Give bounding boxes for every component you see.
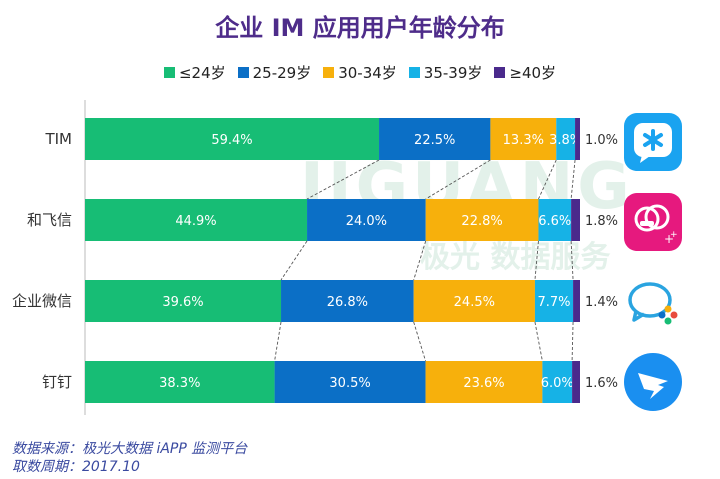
data-label: 44.9% [175,214,216,229]
connector-line [413,240,427,281]
bar-segment [542,361,573,403]
category-label: TIM [44,130,72,148]
legend-swatch [323,67,335,78]
bar-segment [538,199,572,241]
bar-segment [281,280,414,322]
legend-label: ≥40岁 [509,64,557,82]
legend-label: 35-39岁 [423,64,483,82]
bar-segment [85,361,275,403]
data-label: 24.0% [346,214,387,229]
hefeixin-icon: + + [624,193,682,251]
data-label: 1.8% [585,214,618,229]
data-label: 13.3% [503,133,544,148]
connector-line [280,240,308,281]
data-label: 38.3% [159,376,200,391]
source-note: 数据来源：极光大数据 iAPP 监测平台 取数周期：2017.10 [12,440,247,476]
legend: ≤24岁 25-29岁 30-34岁 35-39岁 ≥40岁 [0,62,720,83]
legend-label: ≤24岁 [178,64,226,82]
legend-item: 35-39岁 [408,62,483,83]
bar-segment [307,199,426,241]
data-label: 22.8% [461,214,502,229]
category-label: 和飞信 [27,211,72,229]
bar-segment [556,118,576,160]
bar-segment [274,361,426,403]
bar-segment [425,361,543,403]
chart-title: 企业 IM 应用用户年龄分布 [215,14,505,42]
svg-text:+: + [670,230,678,240]
connector-line [534,321,543,362]
legend-item: 30-34岁 [323,62,397,83]
bar-segment [575,118,580,160]
connector-line [534,240,539,281]
legend-label: 25-29岁 [252,64,312,82]
connector-line [306,159,380,200]
data-label: 7.7% [537,295,570,310]
legend-swatch [494,67,506,78]
data-label: 3.8% [549,133,582,148]
legend-item: ≥40岁 [494,62,556,83]
svg-text:+: + [664,232,674,246]
wework-icon [624,273,682,331]
connector-line [538,159,557,200]
data-label: 59.4% [211,133,252,148]
source-line: 数据来源：极光大数据 iAPP 监测平台 [12,441,248,457]
legend-swatch [408,67,420,78]
connector-line [413,321,426,362]
legend-swatch [163,67,175,78]
data-label: 24.5% [454,295,495,310]
bar-segment [534,280,574,322]
bar-segment [572,361,580,403]
legend-item: 25-29岁 [237,62,312,83]
data-label: 39.6% [162,295,203,310]
bar-segment [85,280,282,322]
connector-line [274,321,282,362]
bar-segment [85,118,380,160]
tim-icon [624,113,682,171]
connector-line [425,159,491,200]
bar-segment [379,118,491,160]
connector-line [571,321,574,362]
data-label: 1.6% [585,376,618,391]
data-label: 22.5% [414,133,455,148]
legend-swatch [237,67,249,78]
data-label: 23.6% [463,376,504,391]
legend-item: ≤24岁 [163,62,226,83]
data-label: 26.8% [327,295,368,310]
category-label: 企业微信 [12,292,72,310]
data-label: 1.0% [585,133,618,148]
bar-segment [571,199,580,241]
bar-segment [425,199,539,241]
connector-line [570,159,576,200]
bar-segment [85,199,308,241]
dingtalk-icon [624,353,682,411]
data-label: 6.6% [538,214,571,229]
bar-segment [413,280,535,322]
bar-segment [490,118,557,160]
legend-label: 30-34岁 [338,64,397,82]
data-label: 30.5% [329,376,370,391]
bar-segment [573,280,580,322]
data-label: 1.4% [585,295,618,310]
connector-line [570,240,574,281]
data-label: 6.0% [541,376,574,391]
category-label: 钉钉 [42,373,72,391]
period-line: 取数周期：2017.10 [12,459,140,475]
